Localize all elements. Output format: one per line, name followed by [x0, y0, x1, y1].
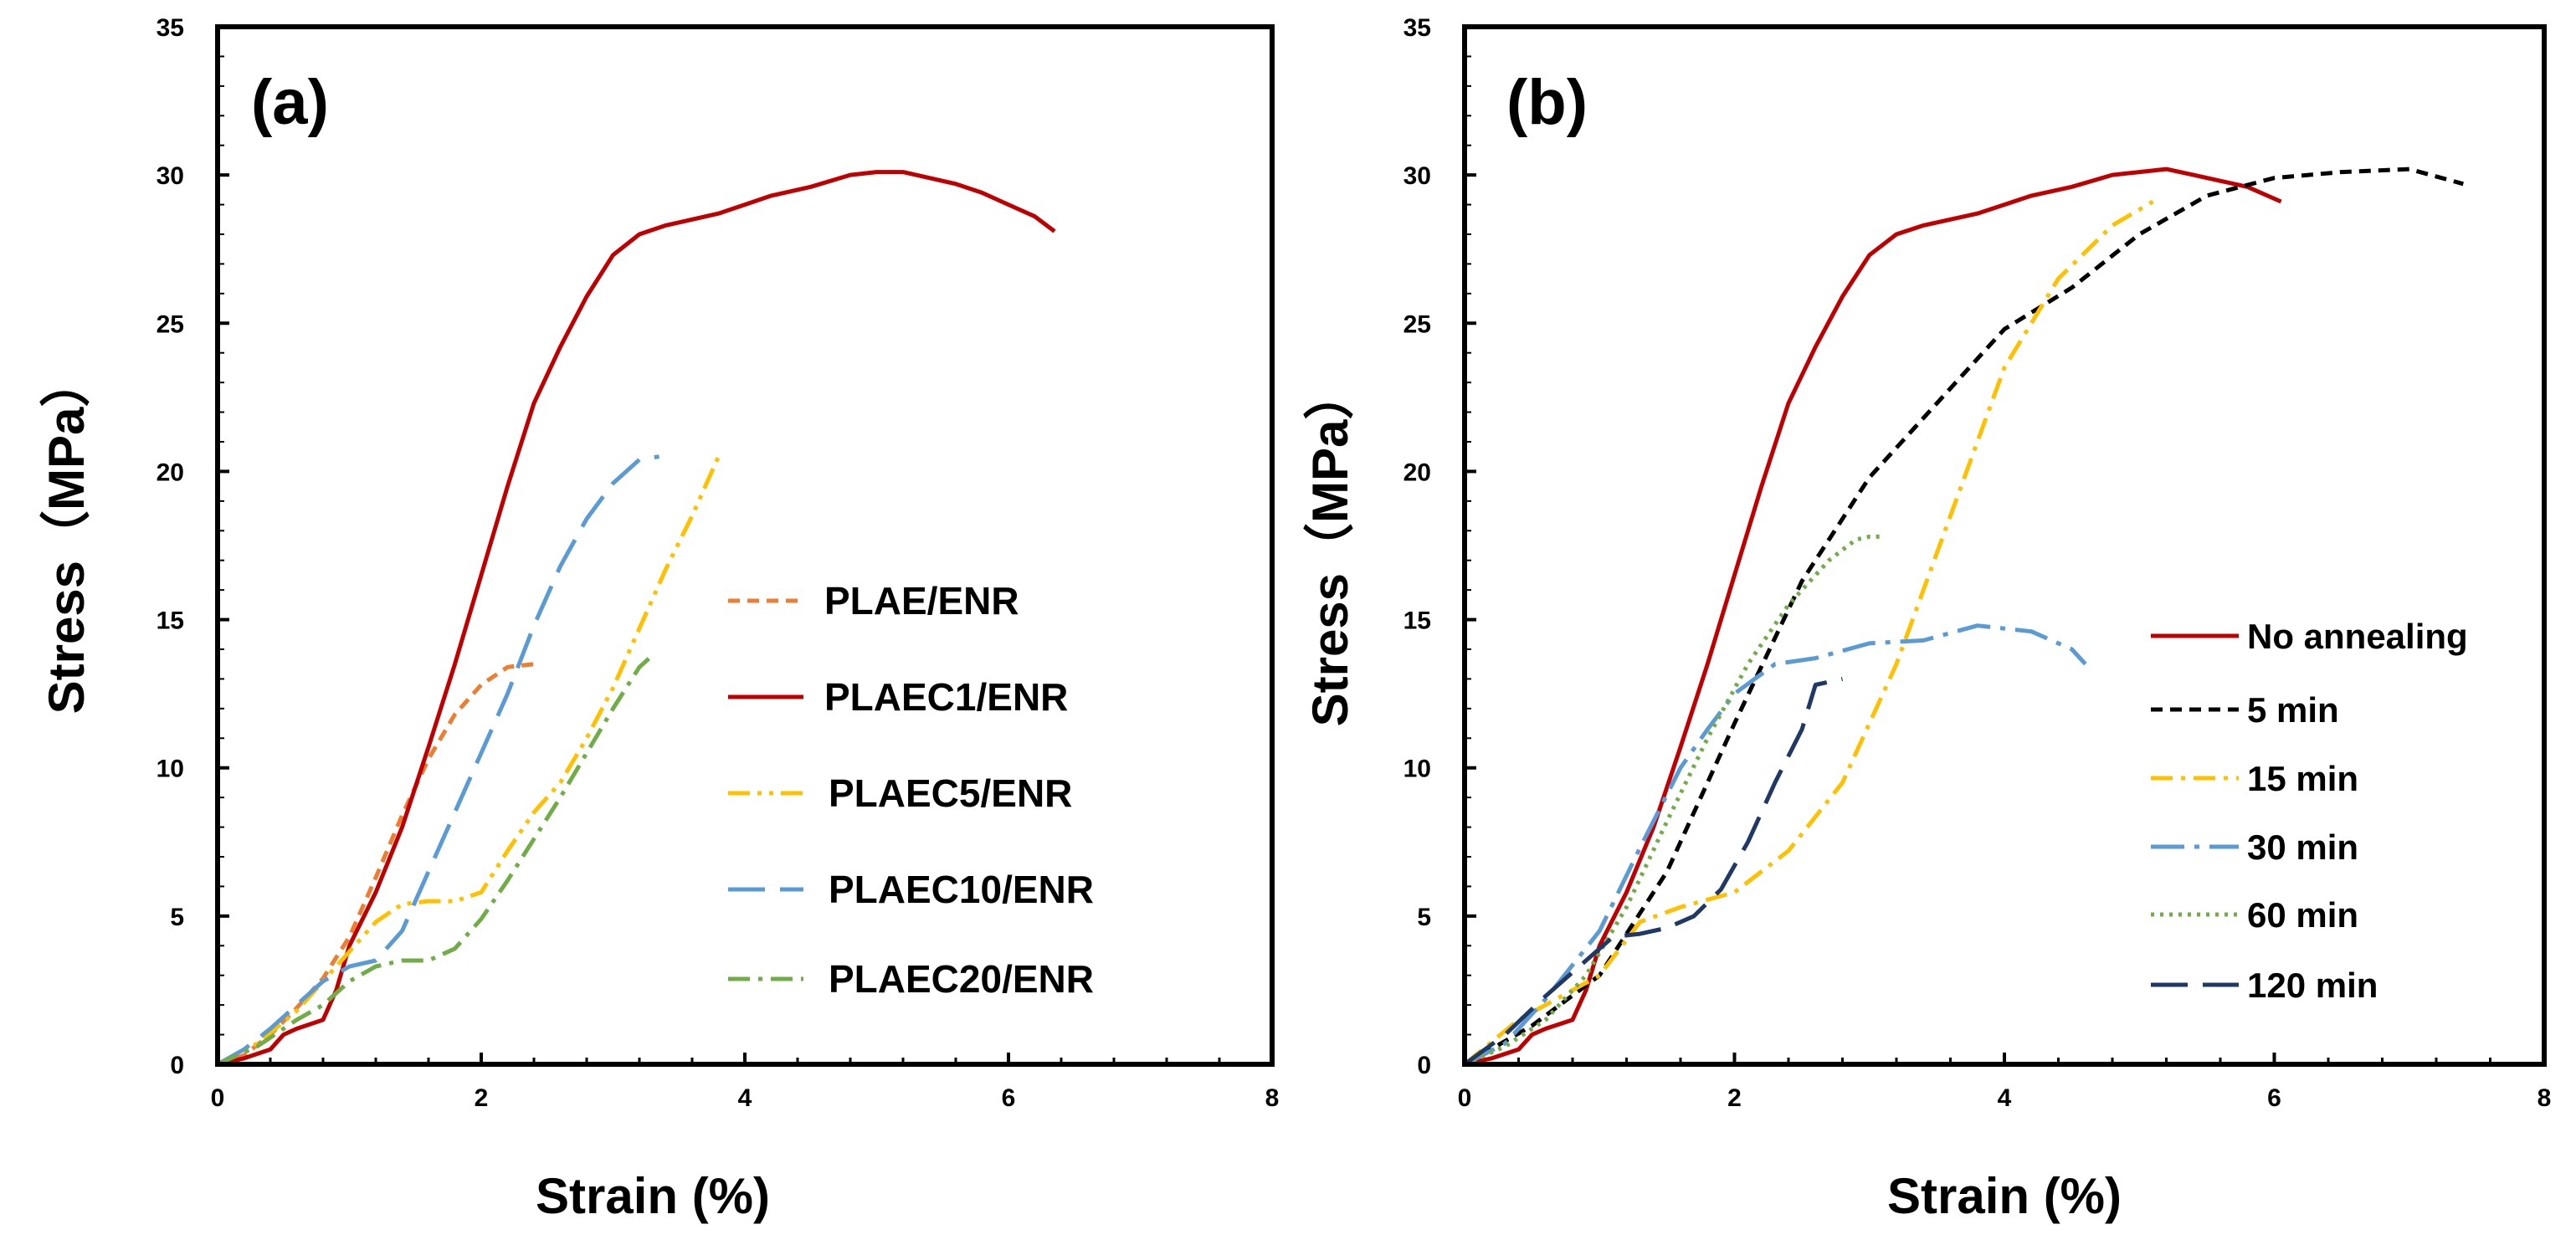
y-tick-label: 5 [1417, 904, 1431, 931]
panel-a-x-axis-label: Strain (%) [536, 1168, 770, 1224]
panel-b-label: (b) [1506, 67, 1588, 138]
series-line-5-min [1463, 167, 2464, 1067]
panel-b-y-axis-label: Stress（MPa） [1302, 370, 1358, 727]
legend-label-30-min: 30 min [2247, 827, 2358, 867]
legend-label-60-min: 60 min [2247, 895, 2358, 935]
legend-item: 15 min [2151, 759, 2358, 798]
series-line-60-min [1463, 534, 1883, 1067]
x-tick-label: 6 [1002, 1084, 1016, 1112]
series-line-120-min [1463, 676, 1844, 1067]
panel-a-lines [216, 170, 1056, 1067]
panel-a-legend: PLAE/ENR PLAEC1/ENR PLAEC5/ENR PLAEC10/E… [728, 579, 1094, 1001]
y-tick-label: 15 [157, 607, 184, 635]
y-tick-label: 15 [1403, 607, 1431, 635]
legend-item: 60 min [2151, 895, 2358, 935]
series-line-no-annealing [1464, 167, 2282, 1067]
panel-b-ticks [1463, 25, 2546, 1066]
y-tick-label: 5 [170, 904, 184, 931]
y-tick-label: 0 [170, 1052, 184, 1079]
legend-label-15-min: 15 min [2247, 759, 2358, 798]
panel-b-legend: No annealing 5 min 15 min 30 min 60 min … [2151, 617, 2468, 1005]
y-tick-label: 20 [157, 459, 184, 486]
legend-item: 120 min [2151, 966, 2378, 1005]
series-line-plaec1-enr [217, 170, 1056, 1067]
legend-item: No annealing [2151, 617, 2468, 656]
panel-a-plot-frame [215, 24, 1275, 1067]
y-tick-label: 25 [1403, 310, 1431, 338]
legend-item: PLAEC1/ENR [728, 675, 1068, 719]
panel-b-tick-labels: 0 2 4 6 8 0 5 10 15 20 25 30 35 [1403, 14, 2552, 1112]
panel-a-ticks [216, 25, 1274, 1066]
legend-item: 5 min [2151, 690, 2339, 730]
y-tick-label: 10 [1403, 756, 1431, 783]
legend-item: PLAEC20/ENR [728, 957, 1094, 1001]
x-tick-label: 4 [1998, 1084, 2012, 1112]
legend-label-plae-enr: PLAE/ENR [824, 579, 1019, 622]
x-tick-label: 8 [1265, 1084, 1280, 1112]
legend-item: PLAEC10/ENR [728, 868, 1094, 911]
panel-a: 0 2 4 6 8 0 5 10 15 20 25 30 35 (a) Strain (%) Stres… [38, 14, 1279, 1224]
x-tick-label: 0 [211, 1084, 225, 1112]
legend-label-plaec10-enr: PLAEC10/ENR [829, 868, 1094, 911]
y-tick-label: 35 [1403, 14, 1431, 42]
x-tick-label: 6 [2267, 1084, 2281, 1112]
series-line-30-min [1463, 623, 2087, 1067]
x-tick-label: 8 [2538, 1084, 2552, 1112]
y-tick-label: 30 [1403, 162, 1431, 190]
panel-a-tick-labels: 0 2 4 6 8 0 5 10 15 20 25 30 35 [157, 14, 1280, 1112]
panel-a-label: (a) [251, 67, 329, 138]
y-tick-label: 35 [157, 14, 184, 42]
legend-item: PLAEC5/ENR [728, 771, 1072, 815]
series-line-plaec20-enr [216, 653, 654, 1067]
legend-item: 30 min [2151, 827, 2358, 867]
panel-a-y-axis-label: Stress（MPa） [38, 357, 95, 715]
y-tick-label: 0 [1417, 1052, 1431, 1079]
series-line-plaec5-enr [216, 455, 721, 1067]
y-tick-label: 30 [157, 162, 184, 190]
y-tick-label: 10 [157, 756, 184, 783]
x-tick-label: 0 [1458, 1084, 1472, 1112]
legend-item: PLAE/ENR [728, 579, 1019, 622]
legend-label-no-annealing: No annealing [2247, 617, 2468, 656]
panel-b: 0 2 4 6 8 0 5 10 15 20 25 30 35 (b) Strain (%) Stres… [1302, 14, 2551, 1224]
x-tick-label: 2 [1727, 1084, 1742, 1112]
panel-b-x-axis-label: Strain (%) [1887, 1168, 2122, 1224]
legend-label-5-min: 5 min [2247, 690, 2339, 730]
x-tick-label: 4 [738, 1084, 752, 1112]
legend-label-plaec20-enr: PLAEC20/ENR [829, 957, 1094, 1001]
legend-label-plaec1-enr: PLAEC1/ENR [824, 675, 1068, 719]
legend-label-120-min: 120 min [2247, 966, 2378, 1005]
x-tick-label: 2 [475, 1084, 489, 1112]
series-line-plae-enr [217, 662, 535, 1067]
series-line-15-min [1463, 199, 2154, 1066]
panel-b-lines [1463, 167, 2464, 1067]
y-tick-label: 20 [1403, 459, 1431, 486]
legend-label-plaec5-enr: PLAEC5/ENR [829, 771, 1072, 815]
series-line-plaec10-enr [216, 454, 659, 1067]
y-tick-label: 25 [157, 310, 184, 338]
